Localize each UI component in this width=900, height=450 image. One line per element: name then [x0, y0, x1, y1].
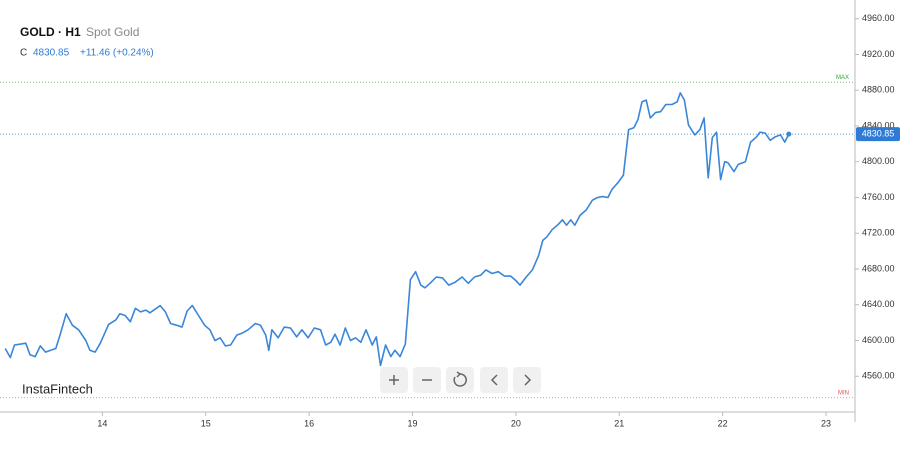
x-tick-label: 22 [718, 418, 728, 428]
y-tick-label: 4800.00 [862, 156, 895, 166]
reset-arrow [456, 371, 462, 378]
brand: InstaFintech [22, 381, 93, 396]
last-price-badge [856, 127, 900, 142]
y-tick-label: 4720.00 [862, 228, 895, 238]
y-tick-label: 4840.00 [862, 120, 895, 130]
y-tick-label: 4600.00 [862, 335, 895, 345]
scroll-right-button[interactable] [513, 367, 541, 393]
y-tick-label: 4760.00 [862, 192, 895, 202]
x-tick-label: 16 [304, 418, 314, 428]
x-tick-label: 19 [408, 418, 418, 428]
x-tick-label: 14 [97, 418, 107, 428]
scroll-left-button[interactable] [480, 367, 508, 393]
change-label: +11.46 (+0.24%) [80, 48, 154, 59]
close-label: C [20, 48, 27, 59]
y-tick-label: 4960.00 [862, 13, 895, 23]
scroll-left-icon [490, 374, 498, 386]
y-tick-label: 4920.00 [862, 49, 895, 59]
x-tick-label: 15 [201, 418, 211, 428]
x-tick-label: 21 [614, 418, 624, 428]
y-tick-label: 4640.00 [862, 299, 895, 309]
chart-subtitle: Spot Gold [86, 25, 139, 39]
chart-title: GOLD · H1 [20, 25, 81, 39]
zoom-in-icon [389, 375, 399, 385]
reset-button[interactable] [446, 367, 474, 393]
scroll-right-icon [524, 374, 532, 386]
x-tick-label: 20 [511, 418, 521, 428]
max-label: MAX [836, 75, 849, 81]
y-tick-label: 4560.00 [862, 371, 895, 381]
reset-icon [453, 373, 467, 387]
price-line [4, 92, 790, 367]
toolbar [380, 367, 541, 393]
y-tick-label: 4880.00 [862, 85, 895, 95]
y-tick-label: 4680.00 [862, 263, 895, 273]
min-label: MIN [838, 390, 849, 396]
last-price-axis-label: 4830.85 [862, 129, 895, 139]
last-point [786, 131, 792, 137]
x-tick-label: 23 [821, 418, 831, 428]
last-price: 4830.85 [33, 48, 70, 59]
